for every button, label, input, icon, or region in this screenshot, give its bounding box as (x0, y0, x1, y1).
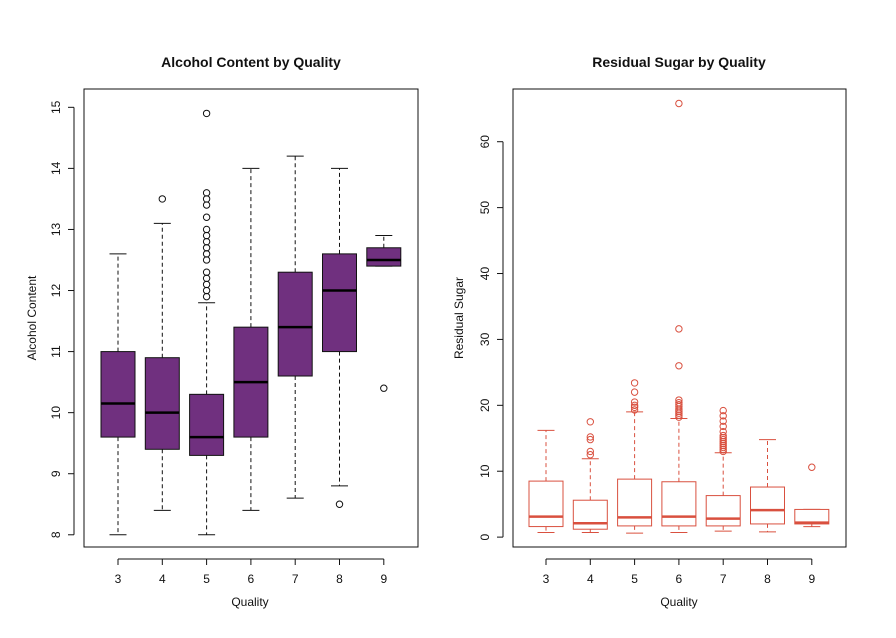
sugar-outlier-point (675, 400, 683, 409)
alcohol-y-tick-label: 13 (49, 222, 63, 236)
alcohol-x-tick-label: 6 (248, 572, 255, 586)
alcohol-box (277, 271, 313, 377)
sugar-outlier-point (675, 362, 683, 370)
alcohol-x-tick-label: 5 (203, 572, 210, 586)
sugar-outlier-point (630, 388, 639, 396)
sugar-x-tick-label: 3 (543, 572, 550, 586)
alcohol-outlier-point (202, 189, 211, 197)
sugar-outlier-point (630, 379, 639, 387)
sugar-outlier-point (586, 418, 594, 426)
alcohol-x-tick-label: 4 (159, 572, 166, 586)
alcohol-y-tick-label: 8 (49, 531, 63, 538)
sugar-box (794, 508, 830, 525)
alcohol-x-tick-label: 9 (380, 572, 387, 586)
alcohol-outlier-point (158, 195, 167, 203)
residual-sugar-panel: Residual Sugar by Quality 0 10 20 30 40 50 60 3… (452, 54, 847, 609)
alcohol-x-tick-label: 7 (292, 572, 299, 586)
sugar-outlier-point (808, 463, 816, 471)
sugar-outlier-point (630, 403, 639, 411)
sugar-x-tick-label: 7 (720, 572, 727, 586)
sugar-outlier-point (719, 406, 727, 415)
sugar-y-tick-label: 60 (478, 135, 492, 149)
sugar-box (705, 495, 741, 527)
alcohol-outlier-point (202, 213, 211, 221)
sugar-outlier-point (675, 396, 683, 404)
sugar-outlier-point (675, 398, 683, 407)
sugar-outlier-point (630, 398, 639, 406)
alcohol-box (144, 357, 180, 450)
sugar-outlier-point (675, 325, 683, 333)
alcohol-y-axis-label: Alcohol Content (25, 275, 39, 360)
alcohol-chart-title: Alcohol Content by Quality (161, 54, 341, 70)
alcohol-y-tick-label: 15 (49, 100, 63, 114)
sugar-y-tick-label: 40 (478, 267, 492, 281)
sugar-x-tick-label: 6 (676, 572, 683, 586)
sugar-y-tick-label: 0 (478, 533, 492, 540)
sugar-plot-area: 0 10 20 30 40 50 60 3 4 5 6 7 8 9 (478, 99, 830, 586)
sugar-outlier-point (630, 406, 639, 414)
alcohol-plot-area: 8 9 10 11 12 13 14 15 3 4 5 6 7 8 9 (49, 100, 402, 586)
sugar-outlier-point (719, 422, 727, 431)
sugar-x-tick-label: 8 (764, 572, 771, 586)
alcohol-x-tick-label: 3 (115, 572, 122, 586)
sugar-box (617, 478, 653, 527)
alcohol-x-axis-label: Quality (231, 595, 268, 609)
sugar-x-axis-label: Quality (660, 595, 697, 609)
sugar-outlier-point (719, 417, 727, 425)
alcohol-y-tick-label: 11 (49, 345, 63, 358)
sugar-box (661, 481, 697, 527)
alcohol-plot-frame (83, 88, 419, 548)
alcohol-x-tick-label: 8 (336, 572, 343, 586)
sugar-y-axis-label: Residual Sugar (452, 277, 466, 359)
sugar-box (528, 480, 564, 528)
sugar-outlier-point (586, 451, 594, 459)
sugar-outlier-point (719, 427, 727, 436)
sugar-x-tick-label: 9 (808, 572, 815, 586)
alcohol-y-tick-label: 10 (49, 406, 63, 420)
sugar-outlier-point (630, 401, 639, 410)
sugar-plot-frame (512, 88, 847, 548)
sugar-y-tick-label: 10 (478, 464, 492, 478)
alcohol-outlier-point (202, 268, 211, 276)
alcohol-box (366, 247, 402, 267)
sugar-box (572, 499, 608, 530)
alcohol-box (100, 351, 136, 438)
sugar-outlier-point (719, 435, 727, 444)
sugar-outlier-point (719, 412, 727, 420)
alcohol-content-panel: Alcohol Content by Quality 8 9 10 11 12 13 14 1… (25, 54, 419, 609)
sugar-y-tick-label: 30 (478, 332, 492, 346)
alcohol-y-tick-label: 12 (49, 284, 63, 298)
sugar-outlier-point (586, 435, 594, 444)
sugar-outlier-point (586, 447, 594, 456)
sugar-outlier-point (675, 99, 683, 108)
sugar-x-tick-label: 5 (631, 572, 638, 586)
alcohol-y-tick-label: 14 (49, 161, 63, 175)
sugar-box (750, 486, 785, 525)
sugar-x-tick-label: 4 (587, 572, 594, 586)
alcohol-box (189, 393, 225, 456)
sugar-y-tick-label: 20 (478, 398, 492, 412)
alcohol-outlier-point (202, 225, 211, 234)
sugar-y-tick-label: 50 (478, 201, 492, 215)
sugar-chart-title: Residual Sugar by Quality (592, 54, 766, 70)
alcohol-box (322, 253, 357, 353)
sugar-outlier-point (586, 433, 594, 441)
alcohol-outlier-point (202, 109, 211, 118)
alcohol-y-tick-label: 9 (49, 470, 63, 477)
alcohol-outlier-point (335, 500, 344, 508)
alcohol-outlier-point (380, 384, 388, 392)
sugar-outlier-point (719, 431, 727, 440)
